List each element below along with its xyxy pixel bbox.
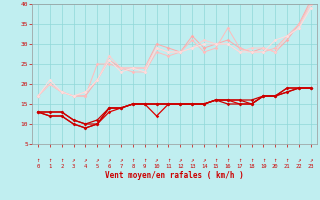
X-axis label: Vent moyen/en rafales ( km/h ): Vent moyen/en rafales ( km/h ) [105, 171, 244, 180]
